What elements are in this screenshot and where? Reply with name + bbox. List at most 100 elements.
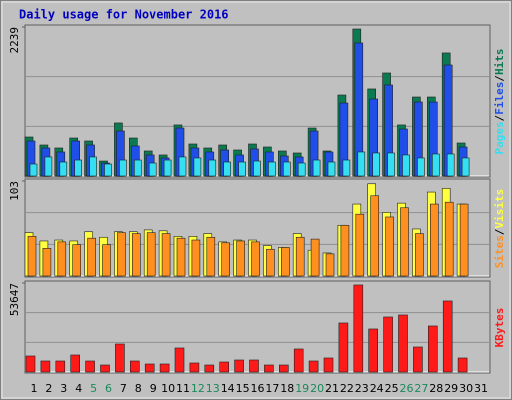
bar <box>459 203 469 277</box>
bar <box>357 151 366 177</box>
bar <box>253 160 261 177</box>
x-tick-label: 3 <box>60 382 67 395</box>
bar <box>370 195 380 277</box>
bar <box>146 232 156 277</box>
x-tick-label: 9 <box>150 382 157 395</box>
bar <box>427 325 438 373</box>
bar <box>415 233 424 277</box>
bar <box>282 161 291 177</box>
bar <box>323 357 334 373</box>
bar <box>89 156 97 177</box>
y-tick-label: 2239 <box>8 27 21 54</box>
bar <box>278 364 289 373</box>
bar <box>148 162 157 177</box>
bar <box>178 156 187 177</box>
bar <box>42 248 52 277</box>
bar <box>327 161 336 177</box>
bar <box>208 159 217 177</box>
legend-entry: Visits <box>493 189 506 229</box>
x-tick-label: 4 <box>75 382 82 395</box>
bar <box>429 203 439 277</box>
x-tick-label: 23 <box>355 382 369 395</box>
x-tick-label: 22 <box>340 382 354 395</box>
bar <box>387 152 395 177</box>
bar <box>238 161 246 177</box>
bar <box>132 233 141 277</box>
bar <box>100 364 110 373</box>
bar <box>29 163 38 177</box>
bar <box>342 159 351 177</box>
bar <box>117 232 126 277</box>
bar <box>44 156 53 177</box>
bar <box>206 236 216 277</box>
bar <box>308 360 319 373</box>
bar <box>385 216 394 277</box>
bar <box>293 348 304 373</box>
bar <box>442 300 453 373</box>
x-tick-label: 8 <box>135 382 142 395</box>
bar <box>191 239 201 277</box>
bar <box>219 361 229 373</box>
bar <box>372 152 381 177</box>
bar <box>134 159 142 177</box>
bar <box>413 346 423 373</box>
bar <box>325 253 335 277</box>
x-tick-label: 7 <box>120 382 127 395</box>
bar <box>338 322 349 373</box>
bar <box>402 154 410 177</box>
bar <box>55 360 66 373</box>
legend-separator: / <box>493 115 506 122</box>
bar <box>266 248 275 277</box>
legend-entry: Files <box>493 82 506 115</box>
bar <box>264 364 274 373</box>
bar <box>295 236 305 277</box>
bar <box>417 157 425 177</box>
x-tick-label: 11 <box>176 382 190 395</box>
bar <box>40 360 51 373</box>
bar <box>251 241 260 277</box>
x-tick-label: 2 <box>45 382 52 395</box>
bar <box>159 363 170 373</box>
bar <box>355 213 365 277</box>
x-tick-label: 28 <box>429 382 443 395</box>
x-tick-label: 24 <box>370 382 384 395</box>
bar <box>204 364 215 373</box>
bar <box>223 161 231 177</box>
bar <box>174 347 185 373</box>
legend-separator: / <box>493 229 506 236</box>
bar <box>27 236 37 277</box>
bar <box>59 161 68 177</box>
legend-entry: Sites <box>493 235 506 268</box>
legend: KBytes <box>493 308 506 348</box>
bar <box>102 244 111 277</box>
bar <box>236 240 245 277</box>
bar <box>398 314 408 373</box>
x-tick-label: 26 <box>400 382 414 395</box>
bar <box>310 238 320 277</box>
bar <box>115 343 125 373</box>
legend-entry: Pages <box>493 121 506 154</box>
x-tick-label: 13 <box>206 382 220 395</box>
x-tick-label: 10 <box>161 382 175 395</box>
x-tick-label: 12 <box>191 382 205 395</box>
bar <box>57 241 67 277</box>
legend-entry: KBytes <box>493 308 506 348</box>
bar <box>431 153 440 177</box>
bar <box>400 207 409 277</box>
bar <box>25 355 36 373</box>
x-tick-label: 19 <box>295 382 309 395</box>
bar <box>280 247 290 277</box>
x-tick-label: 15 <box>236 382 250 395</box>
x-tick-label: 29 <box>444 382 458 395</box>
bar <box>193 157 202 177</box>
bar <box>383 316 393 373</box>
bar <box>161 233 171 277</box>
bar <box>221 242 230 277</box>
bar <box>70 354 80 373</box>
bar <box>457 357 468 373</box>
bar <box>312 159 321 177</box>
chart-title: Daily usage for November 2016 <box>19 8 229 22</box>
x-tick-label: 25 <box>385 382 399 395</box>
legend: Pages/Files/Hits <box>493 49 506 155</box>
